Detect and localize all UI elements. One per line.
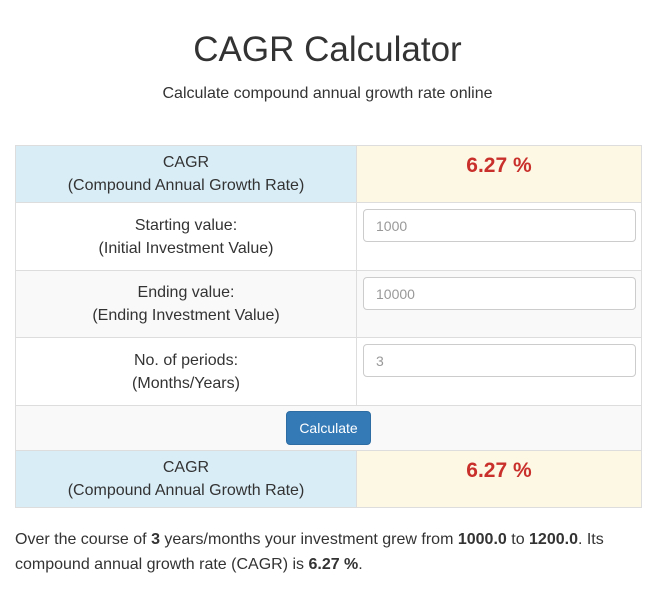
end-value: 1200.0 [529, 531, 578, 548]
row-input: 1000 [356, 202, 642, 271]
row-value: 6.27 % [356, 145, 642, 203]
periods: 3 [151, 531, 160, 548]
cagr: 6.27 % [308, 556, 359, 573]
row-label: Starting value: (Initial Investment Valu… [15, 202, 357, 271]
text: Over the course of [15, 531, 152, 548]
row-value: 6.27 % [356, 450, 642, 508]
label: CAGR [162, 154, 210, 171]
label: Starting value: [134, 216, 238, 234]
calculate-button[interactable]: Calculate [286, 411, 371, 445]
text: . Its compound annual growth rate (CAGR)… [15, 531, 604, 573]
ending-value-input[interactable]: 10000 [363, 277, 636, 310]
sublabel: (Ending Investment Value) [92, 307, 280, 324]
cagr-result: 6.27 % [466, 459, 532, 482]
row-input: 10000 [356, 270, 642, 338]
text: . [358, 556, 363, 573]
starting-value-input[interactable]: 1000 [363, 209, 636, 242]
sublabel: (Compound Annual Growth Rate) [67, 482, 305, 499]
row-label: No. of periods: (Months/Years) [15, 337, 357, 406]
summary: Over the course of 3 years/months your i… [15, 527, 640, 577]
text: to [506, 531, 530, 548]
sublabel: (Compound Annual Growth Rate) [67, 177, 305, 194]
row-label: Ending value: (Ending Investment Value) [15, 270, 357, 338]
sublabel: (Months/Years) [132, 374, 240, 392]
label: Ending value: [137, 284, 235, 301]
row-input: 3 [356, 337, 642, 406]
cagr-value: 6.27 % [466, 154, 532, 177]
label: No. of periods: [133, 351, 239, 369]
periods-input[interactable]: 3 [363, 344, 636, 377]
subtitle: Calculate compound annual growth rate on… [162, 85, 493, 102]
row-label: CAGR (Compound Annual Growth Rate) [15, 145, 357, 203]
sublabel: (Initial Investment Value) [98, 239, 274, 257]
label: CAGR [162, 459, 210, 476]
start-value: 1000.0 [457, 531, 507, 548]
title: CAGR Calculator [193, 30, 462, 69]
row-label: CAGR (Compound Annual Growth Rate) [15, 450, 357, 508]
text: years/months your investment grew from [159, 531, 458, 548]
